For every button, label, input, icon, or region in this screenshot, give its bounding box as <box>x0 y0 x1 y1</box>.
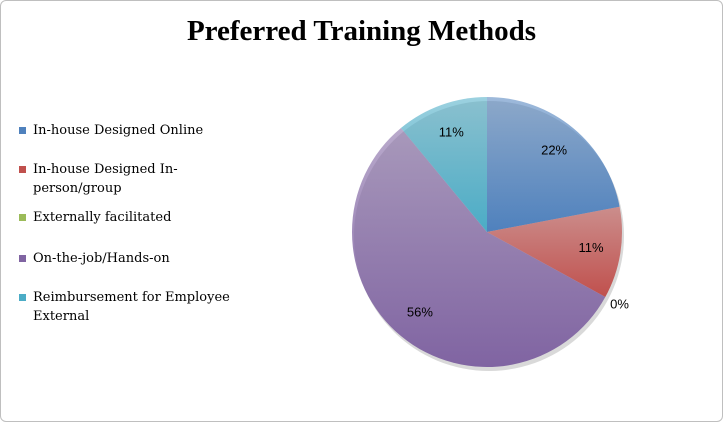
chart-title: Preferred Training Methods <box>186 15 537 47</box>
pie-slice <box>351 127 606 368</box>
pie-slice <box>400 97 487 232</box>
data-label: 56% <box>407 305 433 320</box>
legend-entry: Reimbursement for Employee External <box>19 288 259 326</box>
data-label: 11% <box>439 124 464 139</box>
legend-entry: Externally facilitated <box>19 208 259 227</box>
legend-entry: In-house Designed In-person/group <box>19 160 259 198</box>
legend: In-house Designed Online In-house Designe… <box>19 121 259 326</box>
legend-entry: On-the-job/Hands-on <box>19 249 259 268</box>
legend-label: In-house Designed In-person/group <box>33 162 178 196</box>
data-label: 0% <box>610 296 629 311</box>
legend-swatch <box>19 214 26 221</box>
legend-swatch <box>19 294 26 301</box>
legend-swatch <box>19 166 26 173</box>
legend-label: Reimbursement for Employee External <box>33 290 230 324</box>
legend-label: On-the-job/Hands-on <box>33 251 170 266</box>
pie-slice <box>487 206 622 298</box>
data-label: 11% <box>578 240 603 255</box>
legend-label: In-house Designed Online <box>33 123 204 138</box>
legend-label: Externally facilitated <box>33 210 172 225</box>
legend-entry: In-house Designed Online <box>19 121 259 140</box>
legend-swatch <box>19 255 26 262</box>
legend-swatch <box>19 127 26 134</box>
pie-slice <box>487 97 620 232</box>
data-label: 22% <box>541 142 567 157</box>
